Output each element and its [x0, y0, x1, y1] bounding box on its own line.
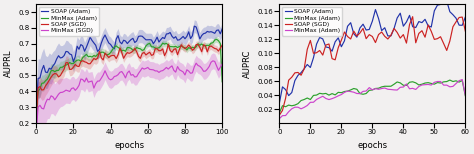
- X-axis label: epochs: epochs: [357, 141, 387, 150]
- MinMax (Adam): [447, 79, 453, 81]
- Line: SOAP (Adam): SOAP (Adam): [36, 26, 222, 115]
- Legend: SOAP (Adam), MinMax (Adam), SOAP (SGD), MinMax (SGD): SOAP (Adam), MinMax (Adam), SOAP (SGD), …: [39, 7, 99, 36]
- MinMax (Adam): [145, 43, 151, 45]
- MinMax (Adam): [80, 57, 85, 59]
- SOAP (Adam): [145, 39, 151, 41]
- MinMax (Adam): [314, 94, 319, 96]
- SOAP (Adam): [314, 43, 319, 45]
- MinMax (Adam): [219, 81, 225, 83]
- SOAP (SGD): [276, 114, 282, 116]
- MinMax (Adam): [342, 91, 347, 93]
- SOAP (Adam): [438, 4, 443, 5]
- MinMax (Adam): [46, 74, 52, 76]
- SOAP (Adam): [80, 45, 85, 47]
- MinMax (Adam): [459, 79, 465, 81]
- SOAP (SGD): [33, 120, 39, 122]
- MinMax (Adam): [376, 87, 382, 89]
- SOAP (SGD): [119, 52, 125, 53]
- SOAP (Adam): [388, 35, 394, 37]
- Line: MinMax (Adam): MinMax (Adam): [279, 80, 465, 113]
- MinMax (SGD): [80, 79, 85, 81]
- MinMax (SGD): [164, 67, 169, 68]
- MinMax (Adam): [33, 114, 39, 116]
- MinMax (Adam): [320, 95, 326, 97]
- Y-axis label: AUPRL: AUPRL: [4, 50, 13, 77]
- Line: SOAP (SGD): SOAP (SGD): [36, 44, 222, 121]
- SOAP (SGD): [80, 60, 85, 62]
- MinMax (Adam): [173, 45, 179, 47]
- MinMax (SGD): [173, 71, 179, 73]
- SOAP (Adam): [191, 25, 197, 27]
- MinMax (Adam): [463, 94, 468, 96]
- SOAP (SGD): [219, 44, 225, 46]
- SOAP (SGD): [164, 51, 169, 53]
- SOAP (Adam): [463, 16, 468, 18]
- Y-axis label: AUPRC: AUPRC: [243, 49, 252, 78]
- MinMax (SGD): [119, 71, 125, 73]
- MinMax (Adam): [388, 85, 394, 87]
- Line: MinMax (Adam): MinMax (Adam): [36, 39, 222, 115]
- MinMax (Adam): [320, 93, 326, 95]
- Legend: SOAP (Adam), MinMax (Adam), SOAP (SGD), MinMax (Adam): SOAP (Adam), MinMax (Adam), SOAP (SGD), …: [283, 7, 342, 36]
- SOAP (Adam): [320, 38, 326, 40]
- SOAP (SGD): [175, 54, 181, 56]
- SOAP (SGD): [388, 34, 394, 36]
- SOAP (SGD): [463, 30, 468, 32]
- SOAP (Adam): [46, 67, 52, 69]
- MinMax (Adam): [314, 99, 319, 100]
- SOAP (SGD): [410, 16, 416, 18]
- SOAP (SGD): [441, 43, 447, 44]
- SOAP (SGD): [145, 53, 151, 54]
- MinMax (Adam): [342, 91, 347, 92]
- MinMax (SGD): [46, 99, 52, 101]
- SOAP (SGD): [320, 54, 326, 56]
- SOAP (Adam): [376, 18, 382, 19]
- MinMax (SGD): [210, 60, 216, 62]
- Line: MinMax (SGD): MinMax (SGD): [36, 61, 222, 133]
- SOAP (Adam): [119, 43, 125, 45]
- Line: SOAP (SGD): SOAP (SGD): [279, 17, 465, 115]
- SOAP (SGD): [376, 34, 382, 35]
- MinMax (Adam): [119, 50, 125, 52]
- MinMax (SGD): [219, 63, 225, 65]
- SOAP (Adam): [342, 40, 347, 42]
- SOAP (Adam): [444, 0, 449, 2]
- SOAP (Adam): [219, 28, 225, 30]
- MinMax (Adam): [438, 82, 443, 84]
- SOAP (Adam): [276, 102, 282, 104]
- SOAP (SGD): [314, 52, 319, 54]
- MinMax (Adam): [376, 88, 382, 90]
- MinMax (Adam): [214, 38, 219, 40]
- MinMax (Adam): [463, 95, 468, 97]
- MinMax (SGD): [33, 132, 39, 134]
- X-axis label: epochs: epochs: [114, 141, 144, 150]
- MinMax (Adam): [388, 89, 394, 90]
- Line: SOAP (Adam): SOAP (Adam): [279, 1, 465, 103]
- MinMax (SGD): [145, 67, 151, 68]
- SOAP (Adam): [33, 114, 39, 116]
- SOAP (SGD): [165, 43, 171, 45]
- SOAP (Adam): [164, 33, 169, 35]
- SOAP (Adam): [173, 36, 179, 38]
- MinMax (Adam): [276, 118, 282, 120]
- SOAP (SGD): [342, 31, 347, 33]
- MinMax (Adam): [276, 112, 282, 114]
- MinMax (Adam): [438, 81, 443, 82]
- SOAP (SGD): [46, 79, 52, 81]
- Line: MinMax (Adam): MinMax (Adam): [279, 80, 465, 119]
- MinMax (Adam): [164, 42, 169, 44]
